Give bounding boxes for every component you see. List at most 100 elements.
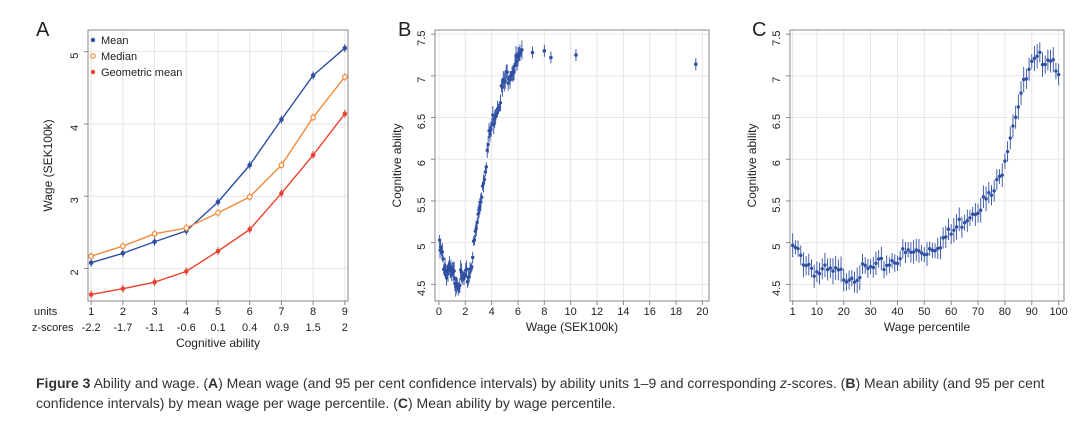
x-tick-label-units: 6 [247,306,253,318]
data-point [475,220,479,225]
data-point [809,266,814,271]
data-point [823,263,827,267]
x-axis-label: Cognitive ability [176,336,260,350]
x-tick-label: 2 [462,306,468,318]
data-point [831,269,835,273]
x-tick-label-zscore: 0.9 [274,322,289,334]
row-label-units: units [34,306,58,318]
data-point [997,174,1002,179]
data-point [790,243,795,248]
x-tick-label: 50 [918,306,930,318]
y-tick-label: 6.5 [771,114,783,129]
x-tick-label-zscore: -1.7 [113,322,132,334]
data-point [183,269,189,274]
data-point [542,49,547,53]
legend-marker [90,69,96,75]
data-point [486,142,490,147]
data-point [441,257,445,261]
data-point [863,263,867,268]
legend-label: Mean [101,35,129,47]
y-tick-label: 2 [69,269,81,275]
data-point [1011,124,1015,128]
data-point [890,258,894,263]
data-point [895,261,900,266]
y-tick-label: 4.5 [771,281,783,296]
x-tick-label: 60 [945,306,957,318]
data-point [482,177,487,182]
data-point [458,283,462,288]
data-point [930,248,935,253]
data-point [1027,67,1031,72]
x-tick-label: 90 [1026,306,1038,318]
data-point [949,232,953,236]
data-point [799,253,803,257]
data-point [804,263,808,268]
data-point [944,235,948,239]
data-point [1040,62,1045,67]
data-point [1003,159,1007,163]
data-point [1048,59,1053,63]
data-point [1008,136,1012,140]
data-point [871,265,875,270]
panel-label-A: A [36,19,50,41]
data-point [914,248,918,252]
data-point [342,111,348,117]
data-point [1032,56,1037,61]
figure-3-panels: 2 3 4 5 1 -2.2 2 -1.7 3 -1.1 4 -0.6 5 0.1 6 0.4 7 0.9 8 1.5… [32,19,1068,350]
data-point [215,209,221,216]
data-point [88,292,94,297]
data-point [279,191,284,196]
legend-label: Median [101,51,137,63]
x-tick-label: 10 [565,306,577,318]
data-point [989,193,994,197]
data-point [120,251,126,256]
data-point [858,275,862,280]
data-point [825,267,830,272]
data-point [1030,59,1034,64]
x-tick-label: 100 [1049,306,1067,318]
data-point [1054,69,1058,73]
data-point [470,265,474,269]
data-point [960,225,964,229]
data-point [820,267,824,271]
data-point [976,211,980,215]
data-point [484,165,488,169]
figure-caption: Figure 3 Ability and wage. (A) Mean wage… [36,373,1056,413]
panel-label-C: C [752,19,766,41]
x-tick-label-units: 7 [278,306,284,318]
data-point [793,245,798,250]
data-point [574,53,578,57]
data-point [88,260,94,265]
x-tick-label: 8 [541,306,547,318]
data-point [927,246,932,251]
data-point [946,227,951,231]
x-tick-label: 40 [891,306,903,318]
x-tick-label: 18 [670,306,682,318]
caption-text: Ability and wage. (A) Mean wage (and 95 … [36,375,1045,411]
x-tick-label-zscore: -0.6 [177,322,196,334]
data-point [817,271,822,276]
data-point [836,268,841,272]
data-point [938,246,943,250]
y-axis-label: Cognitive ability [390,123,404,207]
legend-marker [90,37,96,43]
x-tick-label-units: 3 [152,306,158,318]
x-tick-label-units: 4 [183,306,189,318]
data-point [844,280,849,284]
x-tick-label: 70 [972,306,984,318]
x-axis-label: Wage percentile [884,320,971,334]
data-point [979,208,983,212]
data-point [1046,58,1050,62]
y-tick-label: 7.5 [416,31,428,46]
x-tick-label-units: 5 [215,306,221,318]
caption-part: ) Mean wage (and 95 per cent confidence … [218,375,780,391]
data-point [1024,77,1029,81]
data-point [995,177,999,182]
data-point [879,256,884,261]
data-point [1043,62,1047,67]
data-point [815,270,819,274]
data-point [968,216,972,220]
y-tick-label: 7 [416,77,428,83]
x-axis-label: Wage (SEK100k) [526,320,618,334]
data-point [893,261,897,265]
